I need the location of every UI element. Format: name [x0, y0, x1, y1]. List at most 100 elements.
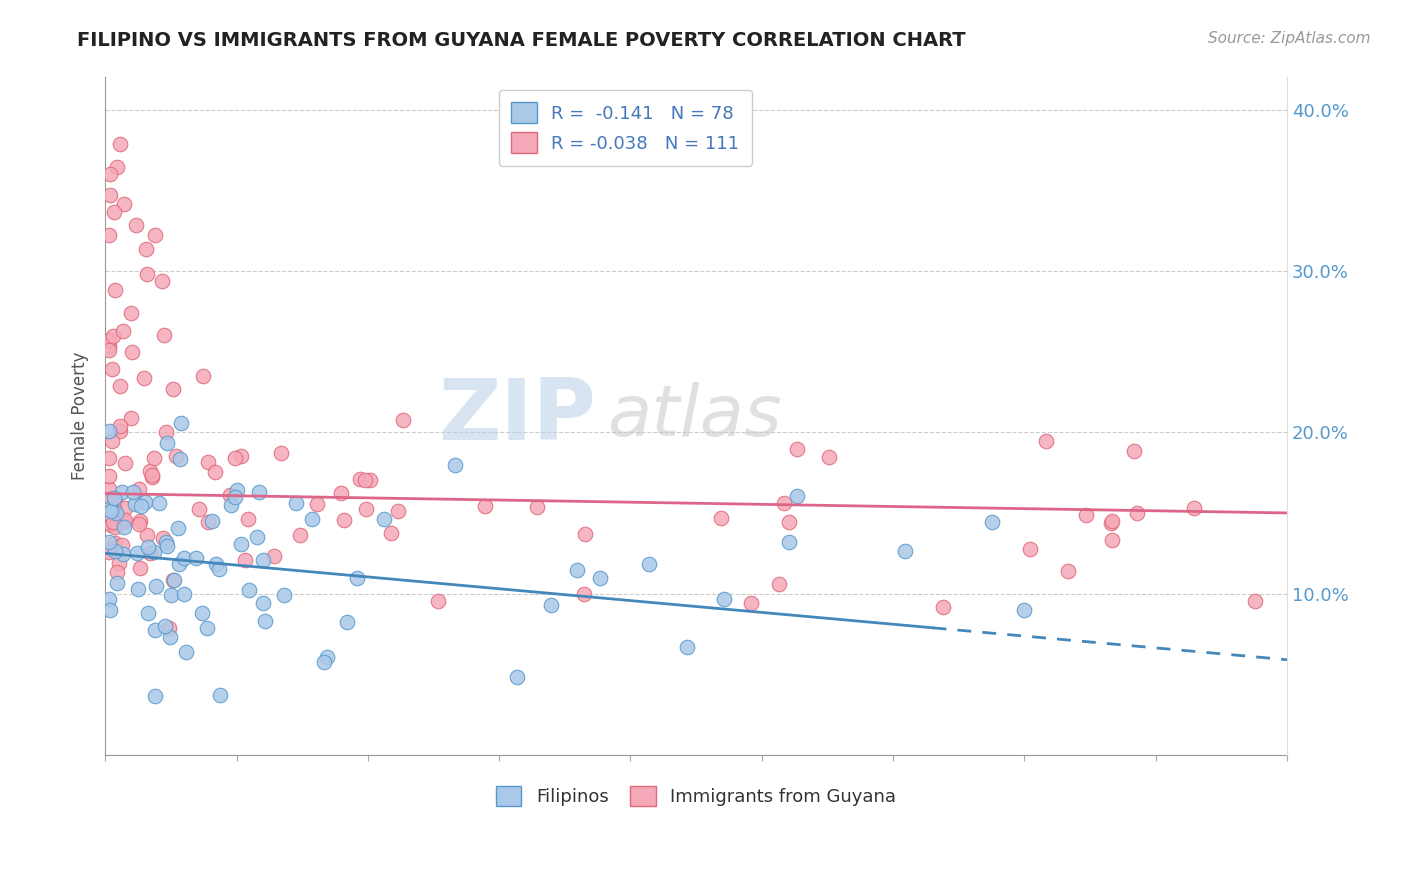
- Point: [1244, 594, 1267, 608]
- Point: [103, 501, 125, 516]
- Point: [108, 137, 131, 152]
- Point: [125, 219, 148, 233]
- Point: [163, 573, 186, 587]
- Point: [1125, 506, 1147, 520]
- Point: [143, 623, 166, 637]
- Point: [443, 458, 465, 472]
- Point: [156, 539, 179, 553]
- Point: [197, 455, 219, 469]
- Point: [136, 607, 159, 621]
- Point: [197, 515, 219, 529]
- Point: [127, 545, 149, 559]
- Point: [114, 515, 136, 529]
- Point: [208, 562, 231, 576]
- Point: [159, 630, 181, 644]
- Point: [98, 542, 121, 557]
- Point: [139, 546, 162, 560]
- Point: [114, 457, 136, 471]
- Point: [100, 188, 122, 202]
- Point: [139, 465, 162, 479]
- Point: [238, 583, 260, 598]
- Point: [252, 553, 274, 567]
- Point: [166, 521, 188, 535]
- Point: [565, 563, 588, 577]
- Point: [354, 502, 377, 516]
- Point: [101, 362, 124, 376]
- Point: [191, 606, 214, 620]
- Point: [245, 530, 267, 544]
- Point: [184, 551, 207, 566]
- Point: [779, 534, 801, 549]
- Point: [336, 615, 359, 630]
- Point: [129, 499, 152, 513]
- Point: [187, 501, 209, 516]
- Point: [143, 227, 166, 242]
- Point: [103, 329, 125, 343]
- Point: [229, 537, 252, 551]
- Point: [98, 545, 121, 559]
- Point: [173, 587, 195, 601]
- Point: [103, 205, 125, 219]
- Point: [105, 566, 128, 580]
- Point: [108, 424, 131, 438]
- Point: [127, 582, 149, 596]
- Point: [1101, 514, 1123, 528]
- Point: [288, 528, 311, 542]
- Point: [98, 424, 121, 438]
- Point: [740, 596, 762, 610]
- Point: [540, 598, 562, 612]
- Point: [162, 383, 184, 397]
- Point: [159, 589, 181, 603]
- Point: [209, 688, 232, 702]
- Point: [98, 482, 121, 496]
- Point: [108, 418, 131, 433]
- Point: [114, 513, 136, 527]
- Text: atlas: atlas: [607, 382, 782, 450]
- Point: [253, 614, 276, 628]
- Point: [225, 483, 247, 498]
- Point: [193, 369, 215, 384]
- Point: [426, 594, 449, 608]
- Point: [252, 596, 274, 610]
- Point: [108, 556, 131, 570]
- Point: [1099, 516, 1122, 530]
- Point: [932, 599, 955, 614]
- Point: [156, 436, 179, 450]
- Point: [893, 544, 915, 558]
- Point: [136, 541, 159, 555]
- Point: [124, 497, 146, 511]
- Point: [134, 495, 156, 509]
- Point: [162, 573, 184, 587]
- Point: [349, 472, 371, 486]
- Point: [205, 557, 228, 571]
- Point: [195, 621, 218, 635]
- Point: [224, 491, 246, 505]
- Point: [112, 324, 135, 338]
- Point: [201, 514, 224, 528]
- Point: [778, 515, 800, 529]
- Point: [167, 557, 190, 571]
- Point: [270, 445, 292, 459]
- Point: [110, 378, 132, 392]
- Point: [204, 465, 226, 479]
- Point: [330, 485, 353, 500]
- Point: [359, 473, 381, 487]
- Point: [574, 587, 596, 601]
- Point: [143, 451, 166, 466]
- Point: [128, 517, 150, 532]
- Point: [153, 619, 176, 633]
- Point: [132, 371, 155, 385]
- Point: [121, 485, 143, 500]
- Point: [980, 515, 1002, 529]
- Point: [236, 512, 259, 526]
- Point: [98, 603, 121, 617]
- Point: [169, 451, 191, 466]
- Point: [141, 470, 163, 484]
- Point: [155, 534, 177, 549]
- Point: [101, 434, 124, 448]
- Point: [247, 485, 270, 500]
- Point: [103, 491, 125, 505]
- Point: [373, 512, 395, 526]
- Point: [104, 536, 127, 550]
- Point: [98, 339, 121, 353]
